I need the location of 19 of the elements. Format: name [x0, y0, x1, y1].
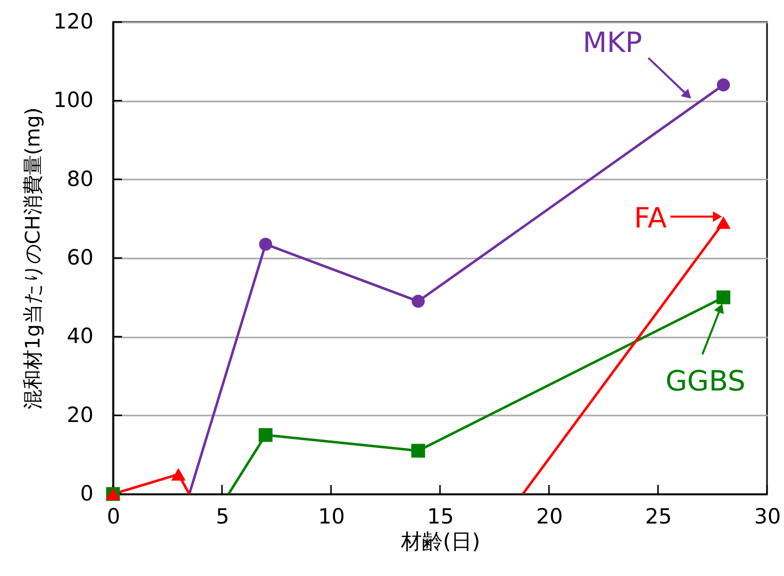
- y-tick-label: 80: [66, 166, 94, 191]
- x-tick-label: 10: [318, 504, 345, 528]
- x-tick-label: 20: [536, 504, 563, 528]
- y-tick-label: 40: [66, 324, 94, 348]
- text: MKP: [582, 26, 642, 59]
- y-tick-label: 20: [66, 402, 94, 427]
- y-tick-label: 120: [53, 10, 94, 34]
- y-tick-label: 0: [80, 482, 94, 506]
- legend-label: FA: [634, 202, 667, 235]
- x-axis-title: 材齢(日): [400, 530, 480, 554]
- x-tick-label: 0: [106, 504, 120, 528]
- x-tick-label: 15: [427, 504, 454, 528]
- series-label: GGBS: [665, 364, 746, 398]
- x-tick-label: 25: [645, 504, 672, 528]
- y-axis-title: 混和材1g当たりのCH消費量(mg): [20, 107, 44, 410]
- y-tick-label: 100: [53, 88, 94, 112]
- x-tick-label: 30: [754, 504, 781, 528]
- y-tick-label: 60: [66, 246, 94, 270]
- x-tick-label: 5: [216, 504, 230, 528]
